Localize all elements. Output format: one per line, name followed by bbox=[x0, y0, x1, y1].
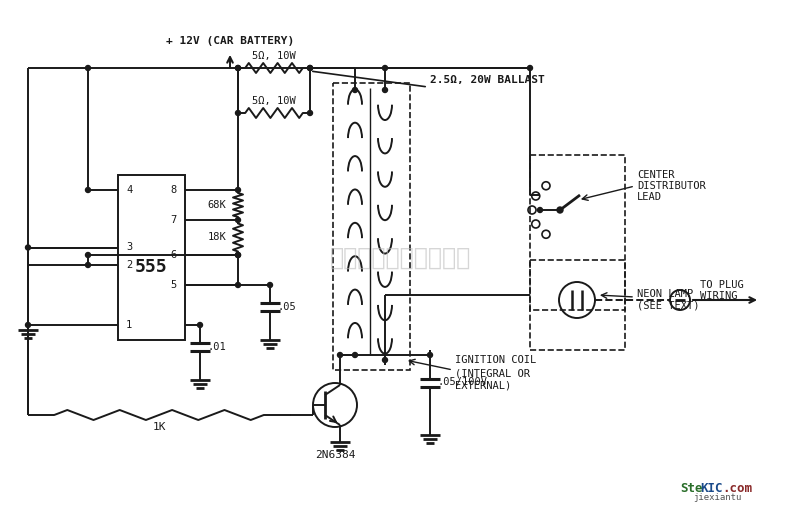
Circle shape bbox=[338, 353, 342, 357]
Circle shape bbox=[353, 87, 358, 93]
Text: 6: 6 bbox=[170, 250, 177, 260]
Circle shape bbox=[382, 66, 387, 70]
Circle shape bbox=[86, 188, 90, 192]
Text: LEAD: LEAD bbox=[637, 192, 662, 202]
Circle shape bbox=[198, 323, 202, 327]
Circle shape bbox=[235, 111, 241, 115]
Text: IGNITION COIL: IGNITION COIL bbox=[455, 355, 536, 365]
Text: 3: 3 bbox=[126, 242, 132, 252]
Text: 68K: 68K bbox=[207, 200, 226, 210]
Text: (SEE TEXT): (SEE TEXT) bbox=[637, 300, 699, 310]
Text: .05: .05 bbox=[278, 302, 297, 312]
Bar bbox=[530, 155, 625, 310]
Text: .01: .01 bbox=[208, 342, 226, 352]
Text: 7: 7 bbox=[170, 215, 177, 225]
Text: .05/100V: .05/100V bbox=[438, 377, 488, 388]
Bar bbox=[333, 83, 410, 370]
Circle shape bbox=[538, 207, 542, 212]
Circle shape bbox=[382, 357, 387, 362]
Text: 18K: 18K bbox=[207, 233, 226, 242]
Circle shape bbox=[235, 218, 241, 222]
Circle shape bbox=[307, 66, 313, 70]
Circle shape bbox=[86, 66, 90, 70]
Circle shape bbox=[86, 252, 90, 257]
Circle shape bbox=[26, 323, 30, 327]
Circle shape bbox=[427, 353, 433, 357]
Text: Ste: Ste bbox=[680, 481, 702, 494]
Circle shape bbox=[235, 66, 241, 70]
Text: NEON LAMP: NEON LAMP bbox=[637, 289, 694, 299]
Text: 2N6384: 2N6384 bbox=[314, 450, 355, 460]
Text: KIC: KIC bbox=[700, 481, 722, 494]
Text: EXTERNAL): EXTERNAL) bbox=[455, 381, 511, 391]
Text: WIRING: WIRING bbox=[700, 291, 738, 301]
Circle shape bbox=[307, 66, 313, 70]
Text: (INTEGRAL OR: (INTEGRAL OR bbox=[455, 368, 530, 378]
Text: 1: 1 bbox=[126, 320, 132, 330]
Circle shape bbox=[235, 252, 241, 257]
Text: 5Ω, 10W: 5Ω, 10W bbox=[252, 51, 296, 61]
Text: jiexiantu: jiexiantu bbox=[693, 494, 742, 503]
Bar bbox=[118, 175, 185, 340]
Circle shape bbox=[557, 207, 563, 213]
Text: 5Ω, 10W: 5Ω, 10W bbox=[252, 96, 296, 106]
Circle shape bbox=[267, 282, 273, 287]
Circle shape bbox=[235, 252, 241, 257]
Circle shape bbox=[527, 66, 533, 70]
Circle shape bbox=[235, 188, 241, 192]
Text: 2.5Ω, 20W BALLAST: 2.5Ω, 20W BALLAST bbox=[430, 75, 545, 85]
Text: 杭州将睿科技有限公司: 杭州将睿科技有限公司 bbox=[330, 246, 470, 270]
Text: CENTER: CENTER bbox=[637, 170, 674, 180]
Text: DISTRIBUTOR: DISTRIBUTOR bbox=[637, 181, 706, 191]
Circle shape bbox=[307, 111, 313, 115]
Circle shape bbox=[26, 245, 30, 250]
Text: 4: 4 bbox=[126, 185, 132, 195]
Circle shape bbox=[382, 87, 387, 93]
Text: 1K: 1K bbox=[152, 422, 166, 432]
Text: 2: 2 bbox=[126, 260, 132, 270]
Text: 555: 555 bbox=[135, 258, 168, 277]
Circle shape bbox=[235, 66, 241, 70]
Text: + 12V (CAR BATTERY): + 12V (CAR BATTERY) bbox=[166, 36, 294, 46]
Text: TO PLUG: TO PLUG bbox=[700, 280, 744, 290]
Circle shape bbox=[353, 353, 358, 357]
Text: 5: 5 bbox=[170, 280, 177, 290]
Text: 8: 8 bbox=[170, 185, 177, 195]
Circle shape bbox=[86, 263, 90, 267]
Bar bbox=[530, 260, 625, 350]
Text: .com: .com bbox=[722, 481, 752, 494]
Circle shape bbox=[235, 282, 241, 287]
